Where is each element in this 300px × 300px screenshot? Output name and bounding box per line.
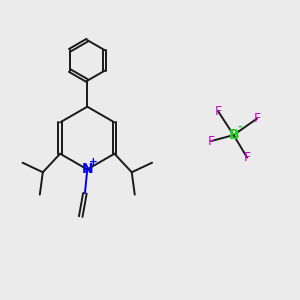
Text: +: + [89,157,98,167]
Text: N: N [82,162,93,176]
Text: F: F [253,112,260,125]
Text: F: F [208,134,215,148]
Text: F: F [244,151,250,164]
Text: B: B [228,128,239,142]
Text: F: F [214,105,222,118]
Text: -: - [237,122,242,132]
